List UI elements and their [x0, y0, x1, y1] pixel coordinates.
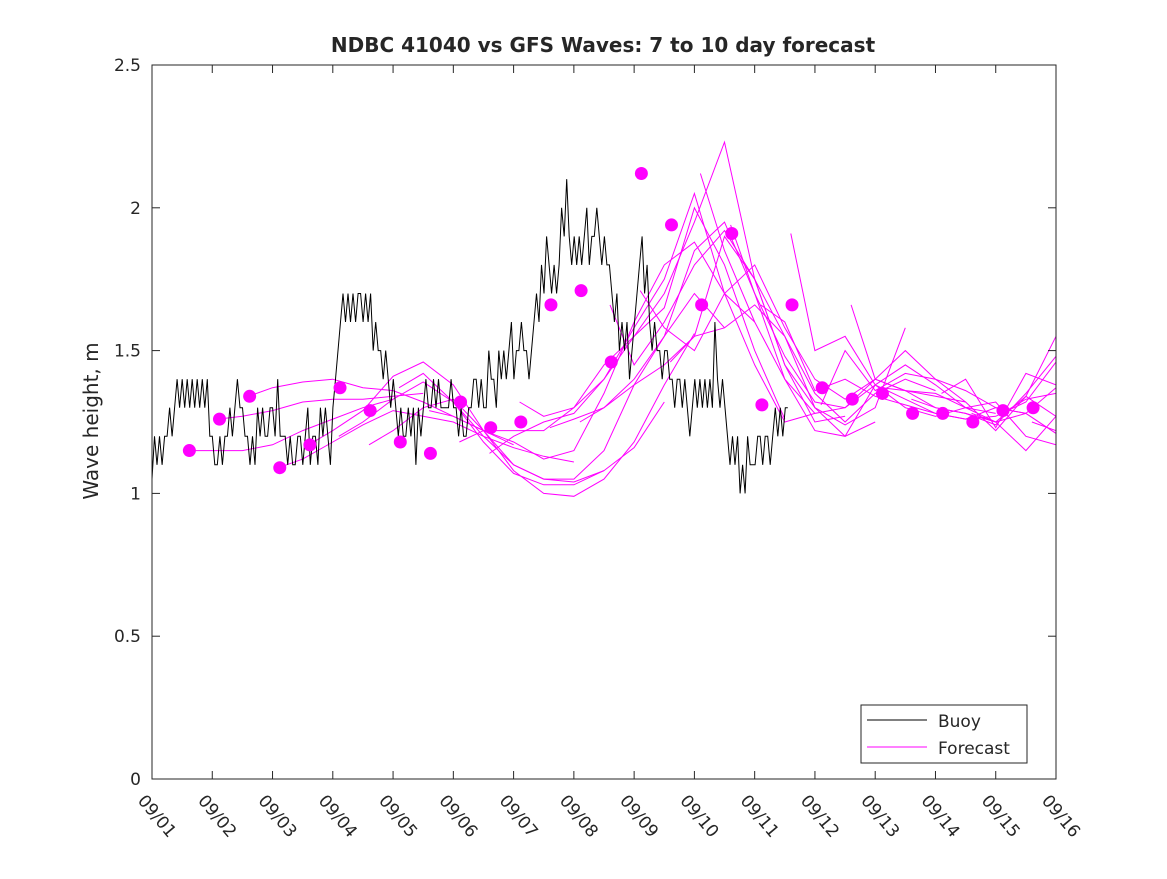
- forecast-line-4: [278, 410, 574, 469]
- forecast-marker-5: [303, 438, 317, 452]
- forecast-line-24: [881, 387, 1056, 446]
- forecast-marker-10: [454, 395, 468, 409]
- forecast-line-12: [519, 140, 846, 423]
- forecast-marker-15: [604, 355, 618, 369]
- y-tick-label: 2: [130, 199, 141, 219]
- forecast-marker-8: [393, 435, 407, 449]
- forecast-marker-11: [484, 421, 498, 435]
- forecast-marker-23: [845, 392, 859, 406]
- forecast-marker-4: [273, 461, 287, 475]
- y-tick-label: 0.5: [114, 627, 141, 647]
- forecast-marker-13: [544, 298, 558, 312]
- forecast-line-6: [338, 381, 665, 486]
- forecast-marker-19: [725, 227, 739, 241]
- y-tick-label: 1.5: [114, 342, 141, 362]
- forecast-marker-27: [966, 415, 980, 429]
- forecast-marker-29: [1026, 401, 1040, 415]
- forecast-line-17: [669, 304, 996, 438]
- legend-box: [860, 704, 1028, 764]
- y-tick-label: 1: [130, 484, 141, 504]
- forecast-line-16: [639, 264, 966, 403]
- forecast-line-8: [398, 292, 725, 480]
- legend-buoy-label: Buoy: [938, 712, 981, 732]
- forecast-marker-7: [363, 404, 377, 418]
- y-tick-label: 2.5: [114, 56, 141, 76]
- forecast-marker-2: [212, 412, 226, 426]
- forecast-line-1: [188, 398, 394, 452]
- plot-series-group: [152, 140, 1056, 497]
- forecast-line-22: [820, 349, 1056, 434]
- forecast-marker-9: [423, 446, 437, 460]
- forecast-marker-24: [875, 386, 889, 400]
- forecast-line-13: [549, 221, 876, 437]
- chart-legend: Buoy Forecast: [860, 704, 1028, 764]
- forecast-marker-18: [695, 298, 709, 312]
- forecast-line-5: [308, 361, 605, 483]
- forecast-marker-14: [574, 284, 588, 298]
- forecast-marker-28: [996, 404, 1010, 418]
- forecast-marker-16: [634, 167, 648, 181]
- forecast-marker-20: [755, 398, 769, 412]
- forecast-marker-26: [936, 406, 950, 420]
- forecast-line-14: [579, 235, 906, 426]
- forecast-line-27: [971, 412, 1056, 452]
- forecast-line-29: [1031, 421, 1056, 432]
- forecast-line-26: [941, 372, 1056, 429]
- forecast-marker-22: [815, 381, 829, 395]
- y-tick-label: 0: [130, 770, 141, 790]
- forecast-line-9: [429, 241, 756, 460]
- forecast-marker-3: [243, 389, 257, 403]
- forecast-marker-1: [182, 444, 196, 458]
- forecast-marker-6: [333, 381, 347, 395]
- forecast-line-25: [911, 355, 1056, 426]
- y-axis-label: Wave height, m: [79, 342, 103, 499]
- plot-frame: [151, 64, 1057, 780]
- forecast-line-28: [1001, 392, 1056, 414]
- forecast-marker-25: [906, 406, 920, 420]
- forecast-marker-12: [514, 415, 528, 429]
- plot-area: [152, 140, 1056, 497]
- forecast-marker-21: [785, 298, 799, 312]
- forecast-line-2: [218, 392, 424, 420]
- legend-forecast-label: Forecast: [938, 739, 1010, 759]
- buoy-line: [152, 179, 788, 494]
- forecast-marker-17: [664, 218, 678, 232]
- chart-title: NDBC 41040 vs GFS Waves: 7 to 10 day for…: [331, 33, 876, 57]
